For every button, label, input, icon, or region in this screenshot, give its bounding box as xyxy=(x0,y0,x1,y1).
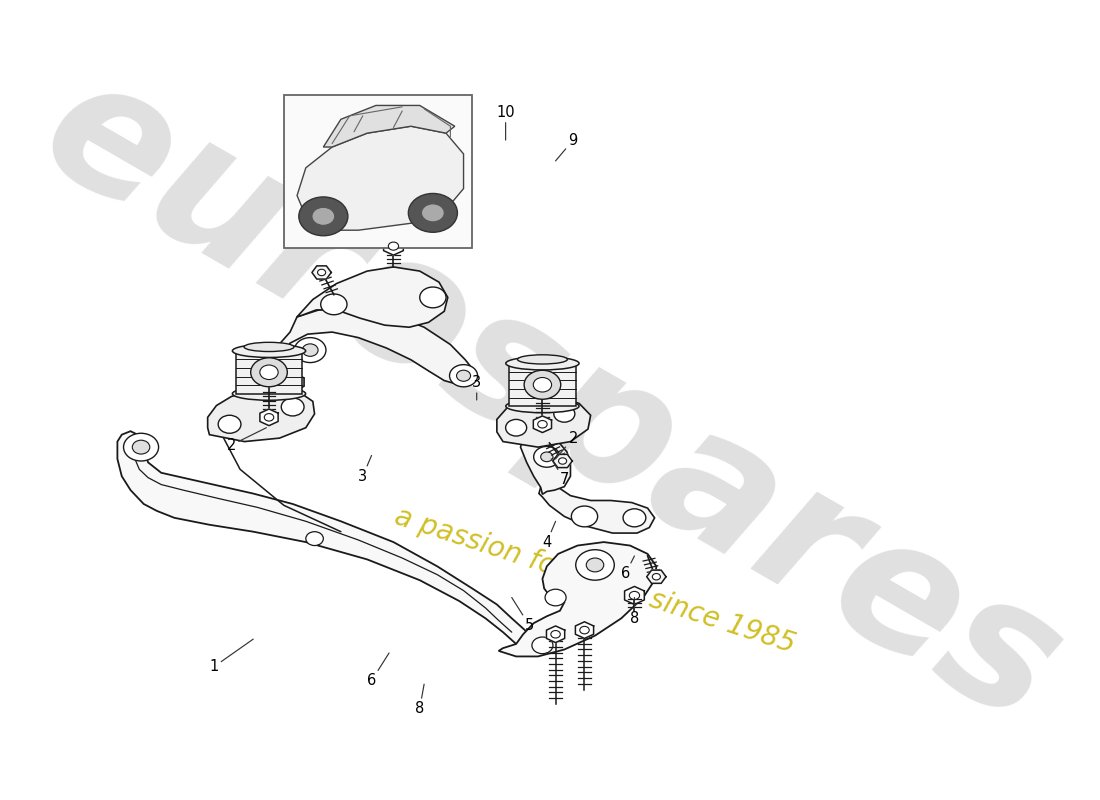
Text: 2: 2 xyxy=(227,428,266,453)
Text: 7: 7 xyxy=(551,459,569,487)
Ellipse shape xyxy=(232,344,306,358)
Ellipse shape xyxy=(506,357,579,370)
Circle shape xyxy=(260,365,278,379)
Circle shape xyxy=(559,458,566,464)
Text: 3: 3 xyxy=(359,455,372,484)
Circle shape xyxy=(456,370,471,382)
Circle shape xyxy=(534,378,551,392)
Circle shape xyxy=(306,532,323,546)
Circle shape xyxy=(321,294,346,314)
Circle shape xyxy=(251,358,287,386)
Circle shape xyxy=(538,421,547,428)
Circle shape xyxy=(553,406,575,422)
Circle shape xyxy=(318,270,326,276)
Circle shape xyxy=(299,197,348,236)
Circle shape xyxy=(541,452,553,462)
Polygon shape xyxy=(534,416,551,433)
Circle shape xyxy=(420,287,446,308)
Circle shape xyxy=(551,630,560,638)
Circle shape xyxy=(586,558,604,572)
Text: 5: 5 xyxy=(512,598,534,633)
Circle shape xyxy=(506,419,527,436)
Polygon shape xyxy=(118,431,534,644)
Text: 9: 9 xyxy=(556,133,578,161)
Circle shape xyxy=(524,370,561,399)
Polygon shape xyxy=(270,306,474,393)
Polygon shape xyxy=(498,542,657,657)
Text: 2: 2 xyxy=(556,430,578,459)
Text: 10: 10 xyxy=(496,105,515,140)
Circle shape xyxy=(532,637,553,654)
Circle shape xyxy=(282,398,304,416)
Polygon shape xyxy=(647,570,666,583)
Text: 6: 6 xyxy=(621,556,635,581)
Polygon shape xyxy=(497,397,591,447)
Polygon shape xyxy=(553,454,572,467)
Polygon shape xyxy=(625,586,645,605)
Ellipse shape xyxy=(232,387,306,400)
Circle shape xyxy=(218,415,241,434)
Polygon shape xyxy=(312,266,331,279)
Text: 1: 1 xyxy=(209,639,253,674)
Ellipse shape xyxy=(244,342,294,351)
Polygon shape xyxy=(575,622,594,638)
Circle shape xyxy=(302,344,318,356)
Text: eurospares: eurospares xyxy=(13,38,1089,762)
Text: 8: 8 xyxy=(415,684,425,716)
Ellipse shape xyxy=(517,354,568,364)
Polygon shape xyxy=(208,387,315,442)
Circle shape xyxy=(388,242,398,250)
Polygon shape xyxy=(520,434,571,494)
Circle shape xyxy=(580,626,590,634)
Circle shape xyxy=(652,574,660,580)
Circle shape xyxy=(629,591,639,599)
Circle shape xyxy=(623,509,646,527)
Circle shape xyxy=(421,204,444,222)
Circle shape xyxy=(575,550,614,580)
Text: 6: 6 xyxy=(367,653,389,688)
Text: a passion for parts since 1985: a passion for parts since 1985 xyxy=(392,502,799,658)
Circle shape xyxy=(534,446,560,467)
FancyBboxPatch shape xyxy=(284,95,472,247)
Text: 4: 4 xyxy=(542,522,556,550)
Circle shape xyxy=(264,414,274,421)
Polygon shape xyxy=(297,126,463,230)
Circle shape xyxy=(123,434,158,461)
Circle shape xyxy=(295,338,326,362)
Polygon shape xyxy=(297,267,448,327)
Circle shape xyxy=(312,207,334,226)
Polygon shape xyxy=(384,237,404,255)
Text: 8: 8 xyxy=(630,598,639,626)
Polygon shape xyxy=(323,106,454,147)
Circle shape xyxy=(132,440,150,454)
FancyBboxPatch shape xyxy=(509,363,575,406)
Ellipse shape xyxy=(506,399,579,413)
Circle shape xyxy=(546,590,566,606)
Circle shape xyxy=(450,365,477,387)
Text: 3: 3 xyxy=(472,375,482,400)
Polygon shape xyxy=(260,409,278,426)
Polygon shape xyxy=(539,485,654,533)
Polygon shape xyxy=(547,626,564,642)
Circle shape xyxy=(408,194,458,232)
FancyBboxPatch shape xyxy=(235,351,302,394)
Circle shape xyxy=(571,506,597,527)
